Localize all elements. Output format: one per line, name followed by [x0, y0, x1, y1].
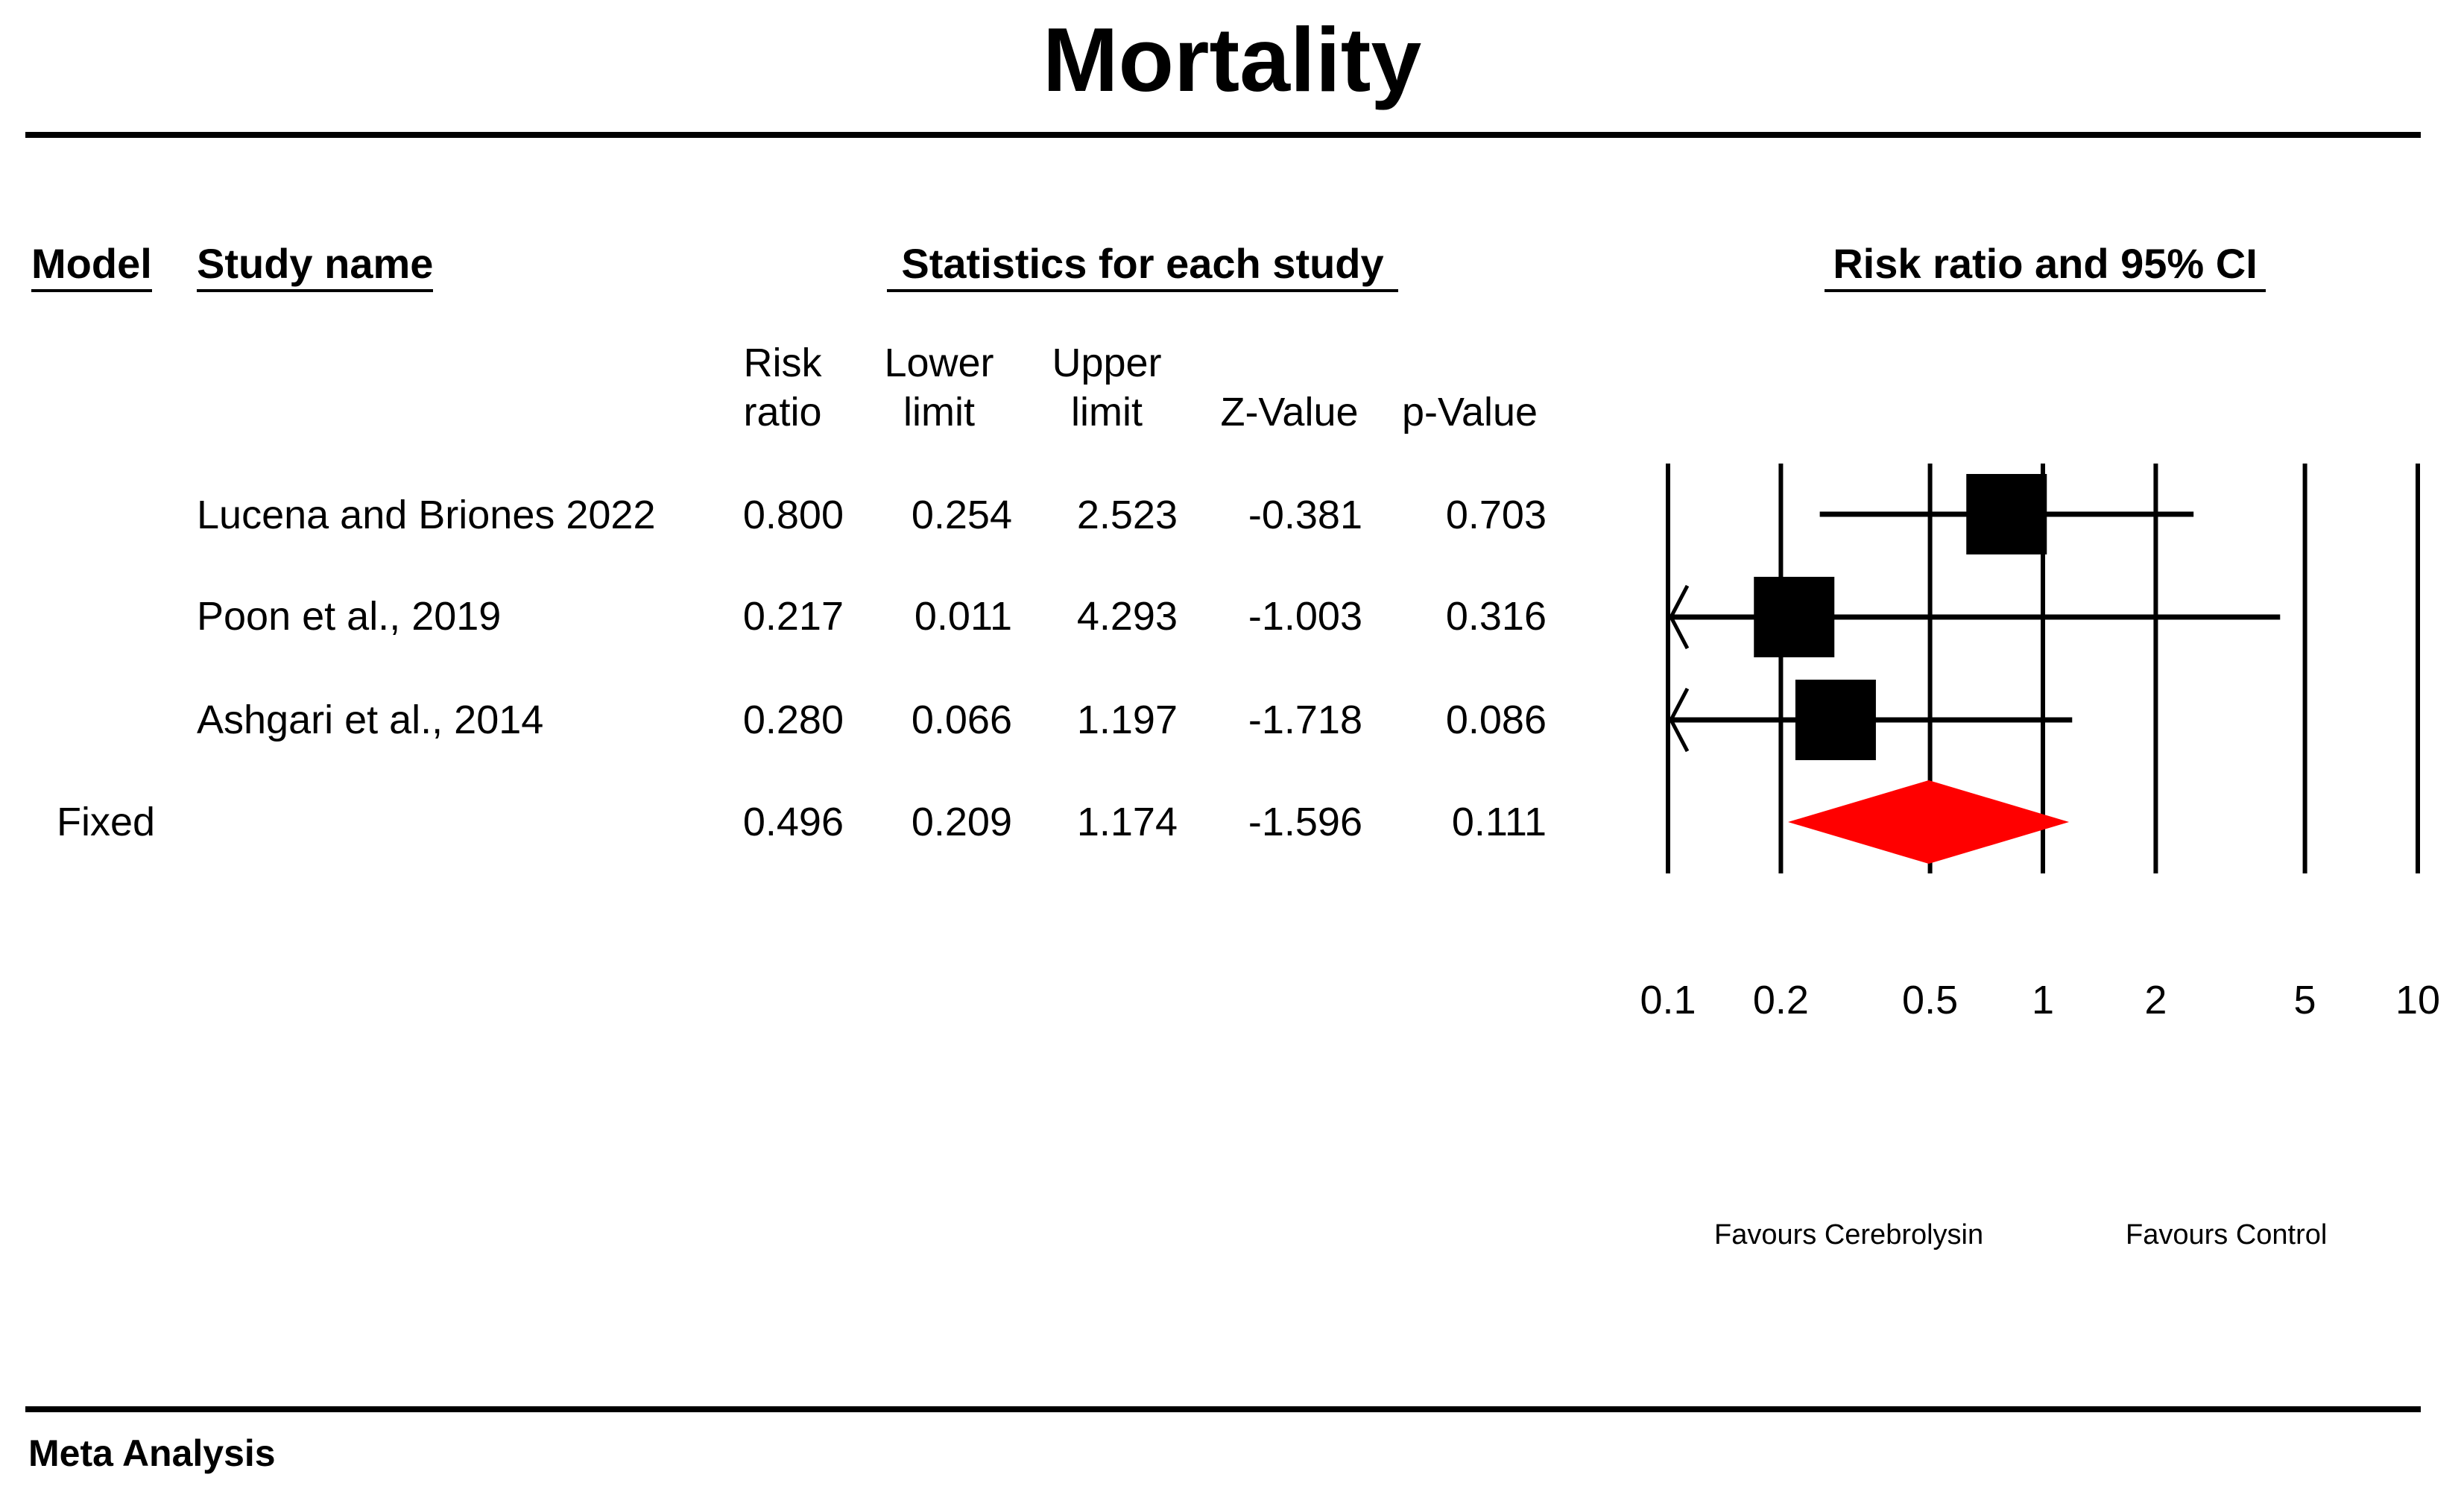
- bottom-rule: [25, 1406, 2421, 1412]
- lower-limit-header-line2: limit: [903, 390, 975, 434]
- ci-header-underline: [1825, 289, 2266, 292]
- risk-ratio-header-line1: Risk: [743, 341, 822, 385]
- row-study-name: Lucena and Briones 2022: [197, 493, 656, 537]
- row-p-value: 0.703: [1445, 493, 1547, 537]
- favours-left-label: Favours Cerebrolysin: [1714, 1219, 1984, 1251]
- row-upper-limit: 1.174: [1076, 800, 1178, 844]
- study-name-header-underline: [197, 289, 434, 292]
- row-z-value: -0.381: [1248, 493, 1362, 537]
- row-model: Fixed: [57, 800, 156, 844]
- footer-label: Meta Analysis: [28, 1432, 276, 1474]
- axis-tick-label: 2: [2144, 978, 2167, 1022]
- statistics-header: Statistics for each study: [887, 240, 1398, 292]
- row-z-value: -1.718: [1248, 698, 1362, 742]
- upper-limit-header-line2: limit: [1071, 390, 1143, 434]
- row-risk-ratio: 0.217: [742, 594, 844, 639]
- ci-arrow-left: [1669, 687, 1690, 753]
- row-risk-ratio: 0.800: [742, 493, 844, 537]
- row-upper-limit: 2.523: [1076, 493, 1178, 537]
- axis-tick-label: 10: [2395, 978, 2441, 1022]
- row-z-value: -1.596: [1248, 800, 1362, 844]
- row-z-value: -1.003: [1248, 594, 1362, 639]
- summary-diamond: [1788, 780, 2070, 864]
- point-estimate-square: [1754, 577, 1835, 657]
- model-header-underline: [31, 289, 152, 292]
- row-lower-limit: 0.209: [911, 800, 1012, 844]
- row-upper-limit: 4.293: [1076, 594, 1178, 639]
- row-lower-limit: 0.066: [911, 698, 1012, 742]
- statistics-header-underline: [887, 289, 1398, 292]
- axis-tick-label: 0.1: [1640, 978, 1696, 1022]
- point-estimate-square: [1966, 474, 2047, 554]
- upper-limit-header-line1: Upper: [1052, 341, 1162, 385]
- row-p-value: 0.086: [1445, 698, 1547, 742]
- ci-header: Risk ratio and 95% CI: [1825, 240, 2266, 292]
- risk-ratio-header-line2: ratio: [743, 390, 822, 434]
- lower-limit-header-line1: Lower: [884, 341, 994, 385]
- chart-title: Mortality: [1042, 9, 1422, 110]
- lower-limit-column-header: Lower limit: [865, 338, 1014, 437]
- ci-header-label: Risk ratio and 95% CI: [1833, 240, 2258, 287]
- statistics-header-label: Statistics for each study: [901, 240, 1384, 287]
- favours-right-label: Favours Control: [2126, 1219, 2328, 1251]
- row-lower-limit: 0.011: [914, 594, 1012, 639]
- row-risk-ratio: 0.496: [742, 800, 844, 844]
- study-name-header: Study name: [197, 240, 434, 292]
- axis-tick-label: 1: [2031, 978, 2055, 1022]
- row-study-name: Ashgari et al., 2014: [197, 698, 544, 742]
- point-estimate-square: [1795, 680, 1876, 760]
- risk-ratio-column-header: Risk ratio: [708, 338, 857, 437]
- model-header-label: Model: [31, 240, 152, 287]
- row-upper-limit: 1.197: [1076, 698, 1178, 742]
- axis-tick-label: 0.5: [1902, 978, 1959, 1022]
- model-header: Model: [31, 240, 152, 292]
- axis-tick-label: 5: [2293, 978, 2316, 1022]
- row-study-name: Poon et al., 2019: [197, 594, 502, 639]
- upper-limit-column-header: Upper limit: [1032, 338, 1181, 437]
- row-p-value: 0.316: [1445, 594, 1547, 639]
- p-value-column-header: p-Value: [1401, 390, 1538, 434]
- ci-arrow-left: [1669, 584, 1690, 650]
- axis-tick-label: 0.2: [1752, 978, 1809, 1022]
- row-p-value: 0.111: [1451, 800, 1547, 844]
- row-lower-limit: 0.254: [911, 493, 1012, 537]
- study-name-header-label: Study name: [197, 240, 434, 287]
- row-risk-ratio: 0.280: [742, 698, 844, 742]
- z-value-column-header: Z-Value: [1220, 390, 1359, 434]
- top-rule: [25, 132, 2421, 138]
